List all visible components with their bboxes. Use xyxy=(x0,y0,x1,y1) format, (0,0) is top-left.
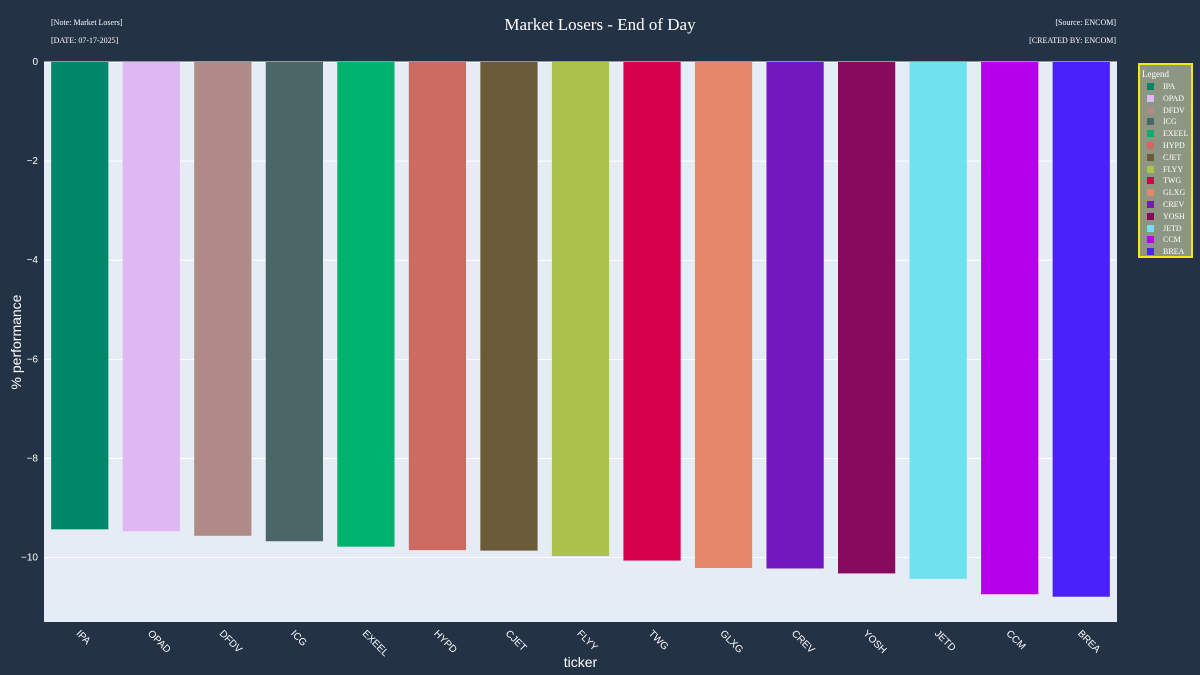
legend-label: CCM xyxy=(1163,235,1181,245)
legend-item-exeel[interactable]: EXEEL xyxy=(1147,128,1188,139)
legend-item-jetd[interactable]: JETD xyxy=(1147,223,1182,234)
x-tick-label: OPAD xyxy=(145,628,172,655)
bar-yosh xyxy=(838,62,896,574)
legend-label: CJET xyxy=(1163,152,1182,162)
note-bottom-left: [DATE: 07-17-2025] xyxy=(51,36,119,45)
legend-item-ipa[interactable]: IPA xyxy=(1147,81,1175,92)
bar-twg xyxy=(623,62,681,561)
legend-label: IPA xyxy=(1163,82,1176,91)
legend-swatch xyxy=(1147,94,1154,102)
legend-item-flyy[interactable]: FLYY xyxy=(1147,164,1183,175)
bar-icg xyxy=(265,62,323,542)
legend-label: HYPD xyxy=(1163,141,1185,150)
note-top-left: [Note: Market Losers] xyxy=(51,18,123,27)
x-tick-label: YOSH xyxy=(861,628,889,656)
legend-item-opad[interactable]: OPAD xyxy=(1147,93,1184,104)
legend-item-brea[interactable]: BREA xyxy=(1147,246,1184,257)
legend-item-yosh[interactable]: YOSH xyxy=(1147,211,1185,222)
legend-swatch xyxy=(1147,153,1154,161)
legend-label: DFDV xyxy=(1163,105,1185,115)
y-tick-label: −10 xyxy=(21,553,38,564)
x-tick-label: CREV xyxy=(789,628,817,656)
x-tick-label: DFDV xyxy=(217,628,244,655)
bar-ccm xyxy=(981,62,1039,595)
legend-label: EXEEL xyxy=(1163,129,1189,139)
legend-label: ICG xyxy=(1163,117,1177,127)
legend-swatch xyxy=(1147,248,1154,256)
x-tick-label: BREA xyxy=(1075,628,1102,655)
x-tick-label: CCM xyxy=(1004,628,1028,652)
x-axis-title: ticker xyxy=(564,654,598,670)
legend-swatch xyxy=(1147,224,1154,232)
note-bottom-right: [CREATED BY: ENCOM] xyxy=(1029,36,1116,45)
y-tick-label: −2 xyxy=(27,156,39,167)
y-axis-title: % performance xyxy=(8,294,24,389)
legend-label: BREA xyxy=(1163,247,1185,257)
legend-item-icg[interactable]: ICG xyxy=(1147,116,1177,127)
bar-jetd xyxy=(909,62,967,579)
y-axis-ticks: 0 −2 −4 −6 −8 −10 xyxy=(21,57,38,564)
x-tick-label: HYPD xyxy=(431,628,458,655)
legend-item-crev[interactable]: CREV xyxy=(1147,199,1184,210)
bar-exeel xyxy=(337,62,395,547)
bar-flyy xyxy=(551,62,610,557)
x-tick-label: GLXG xyxy=(717,628,745,656)
legend-label: JETD xyxy=(1163,223,1182,233)
bar-crev xyxy=(766,62,824,569)
legend-item-glxg[interactable]: GLXG xyxy=(1147,187,1185,198)
legend-item-ccm[interactable]: CCM xyxy=(1147,234,1181,245)
y-tick-label: −4 xyxy=(27,255,39,266)
legend-swatch xyxy=(1147,142,1154,149)
legend-item-dfdv[interactable]: DFDV xyxy=(1147,105,1185,116)
legend-swatch xyxy=(1147,118,1154,126)
note-top-right: [Source: ENCOM] xyxy=(1055,18,1116,27)
chart-title: Market Losers - End of Day xyxy=(504,15,696,34)
legend-swatch xyxy=(1147,106,1154,114)
legend-swatch xyxy=(1147,130,1154,138)
legend-item-hypd[interactable]: HYPD xyxy=(1147,140,1185,151)
x-tick-label: TWG xyxy=(646,628,670,652)
bars xyxy=(51,62,1110,597)
y-tick-label: 0 xyxy=(32,57,38,68)
legend-label: CREV xyxy=(1163,200,1185,209)
y-tick-label: −6 xyxy=(27,354,39,365)
legend-label: GLXG xyxy=(1163,188,1186,198)
legend-swatch xyxy=(1147,201,1154,208)
legend-swatch xyxy=(1147,189,1154,197)
legend-label: FLYY xyxy=(1163,164,1184,174)
x-tick-label: CJET xyxy=(503,628,528,653)
bar-cjet xyxy=(480,62,538,551)
legend: Legend IPA OPAD DFDV ICG EXEEL HYPD CJET FLYY TW… xyxy=(1138,63,1193,258)
bar-ipa xyxy=(51,62,109,530)
legend-item-twg[interactable]: TWG xyxy=(1147,175,1181,186)
x-tick-label: ICG xyxy=(288,628,309,649)
y-tick-label: −8 xyxy=(27,453,39,464)
x-tick-label: JETD xyxy=(932,628,957,653)
bar-hypd xyxy=(408,62,467,551)
bar-opad xyxy=(122,62,180,532)
legend-swatch xyxy=(1147,177,1154,185)
x-tick-label: FLYY xyxy=(574,628,599,653)
bar-glxg xyxy=(694,62,753,568)
bar-dfdv xyxy=(194,62,252,536)
legend-label: YOSH xyxy=(1163,211,1185,221)
x-tick-label: IPA xyxy=(74,628,93,647)
legend-swatch xyxy=(1147,236,1154,244)
bar-brea xyxy=(1052,62,1110,597)
legend-swatch xyxy=(1147,165,1154,173)
legend-label: OPAD xyxy=(1163,93,1185,103)
legend-swatch xyxy=(1147,212,1154,220)
legend-title: Legend xyxy=(1142,69,1169,79)
x-tick-label: EXEEL xyxy=(360,628,391,659)
legend-swatch xyxy=(1147,83,1154,90)
legend-label: TWG xyxy=(1163,176,1182,186)
legend-item-cjet[interactable]: CJET xyxy=(1147,152,1181,163)
